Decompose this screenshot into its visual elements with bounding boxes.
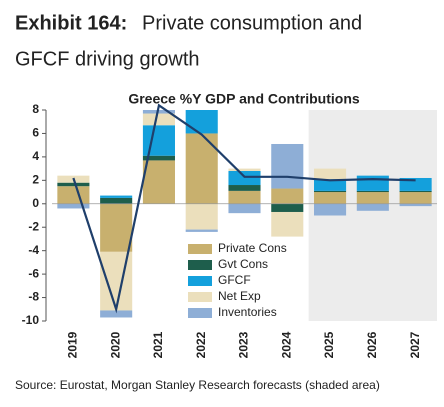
bar-segment	[356, 190, 389, 193]
legend-swatch	[188, 244, 212, 254]
bar-segment	[314, 203, 347, 216]
bar-segment	[142, 113, 175, 126]
bar-segment	[142, 160, 175, 204]
bar-segment	[271, 143, 304, 189]
bar-segment	[57, 182, 90, 187]
headline: GFCF driving growth	[15, 48, 200, 70]
bar-segment	[100, 310, 133, 318]
y-tick-label: -4	[28, 243, 39, 257]
bar-segment	[399, 190, 432, 193]
legend-swatch	[188, 276, 212, 286]
bar-segment	[314, 179, 347, 191]
bar-segment	[314, 192, 347, 204]
legend-label: Inventories	[218, 305, 277, 319]
legend-label: Gvt Cons	[218, 257, 268, 271]
x-tick-label: 2019	[66, 331, 80, 358]
bar-segment	[185, 133, 218, 204]
y-tick-label: -8	[28, 290, 39, 304]
bar-segment	[314, 168, 347, 180]
y-tick-label: 8	[32, 102, 39, 116]
bar-segment	[185, 229, 218, 232]
bar-segment	[142, 110, 175, 114]
legend-label: GFCF	[218, 273, 251, 287]
y-tick-label: -6	[28, 266, 39, 280]
x-tick-label: 2020	[108, 331, 122, 358]
headline: Private consumption and	[142, 12, 362, 34]
x-tick-label: 2027	[408, 331, 422, 358]
bar-segment	[228, 203, 261, 214]
bar-segment	[356, 175, 389, 191]
bar-segment	[142, 155, 175, 161]
gdp-line	[72, 103, 416, 314]
bar-segment	[228, 168, 261, 171]
bar-segment	[100, 197, 133, 204]
bar-segment	[100, 195, 133, 198]
x-tick-label: 2024	[279, 331, 293, 358]
x-tick-label: 2023	[237, 331, 251, 358]
bar-segment	[399, 192, 432, 204]
y-tick-label: 0	[32, 196, 39, 210]
legend-swatch	[188, 292, 212, 302]
chart-title: Greece %Y GDP and Contributions	[128, 91, 360, 107]
y-tick-label: 6	[32, 126, 39, 140]
x-tick-label: 2021	[151, 331, 165, 358]
bar-segment	[356, 203, 389, 211]
bar-segment	[271, 211, 304, 237]
y-tick-label: -10	[22, 313, 40, 327]
legend-swatch	[188, 260, 212, 270]
x-tick-label: 2022	[194, 331, 208, 358]
y-tick-label: 2	[32, 173, 39, 187]
legend-swatch	[188, 308, 212, 318]
x-tick-label: 2025	[322, 331, 336, 358]
bar-segment	[271, 188, 304, 204]
legend-label: Net Exp	[218, 289, 261, 303]
bar-segment	[142, 125, 175, 156]
bar-segment	[57, 203, 90, 209]
bar-segment	[228, 185, 261, 191]
bar-segment	[356, 192, 389, 204]
bar-segment	[314, 190, 347, 193]
legend-label: Private Cons	[218, 241, 287, 255]
bar-segment	[185, 110, 218, 134]
bar-segment	[399, 203, 432, 207]
bar-segment	[57, 186, 90, 204]
bar-segment	[271, 203, 304, 212]
bar-segment	[228, 170, 261, 186]
y-tick-label: 4	[32, 149, 39, 163]
source: Source: Eurostat, Morgan Stanley Researc…	[15, 378, 380, 392]
y-tick-label: -2	[28, 219, 39, 233]
legend: Private Cons Gvt Cons GFCF Net Exp Inventori…	[182, 240, 304, 322]
bar-segment	[100, 203, 133, 252]
exhibit-label: Exhibit 164:	[15, 12, 127, 34]
x-tick-label: 2026	[365, 331, 379, 358]
bar-segment	[228, 190, 261, 204]
bar-segment	[185, 203, 218, 230]
